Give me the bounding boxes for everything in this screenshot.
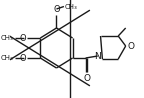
Text: O: O xyxy=(53,5,60,14)
Text: CH₃: CH₃ xyxy=(1,55,13,61)
Text: CH₃: CH₃ xyxy=(1,35,13,41)
Text: O: O xyxy=(83,74,90,83)
Text: O: O xyxy=(128,41,134,50)
Text: O: O xyxy=(20,54,26,63)
Text: N: N xyxy=(94,52,101,60)
Text: CH₃: CH₃ xyxy=(65,4,78,10)
Text: O: O xyxy=(20,34,26,43)
